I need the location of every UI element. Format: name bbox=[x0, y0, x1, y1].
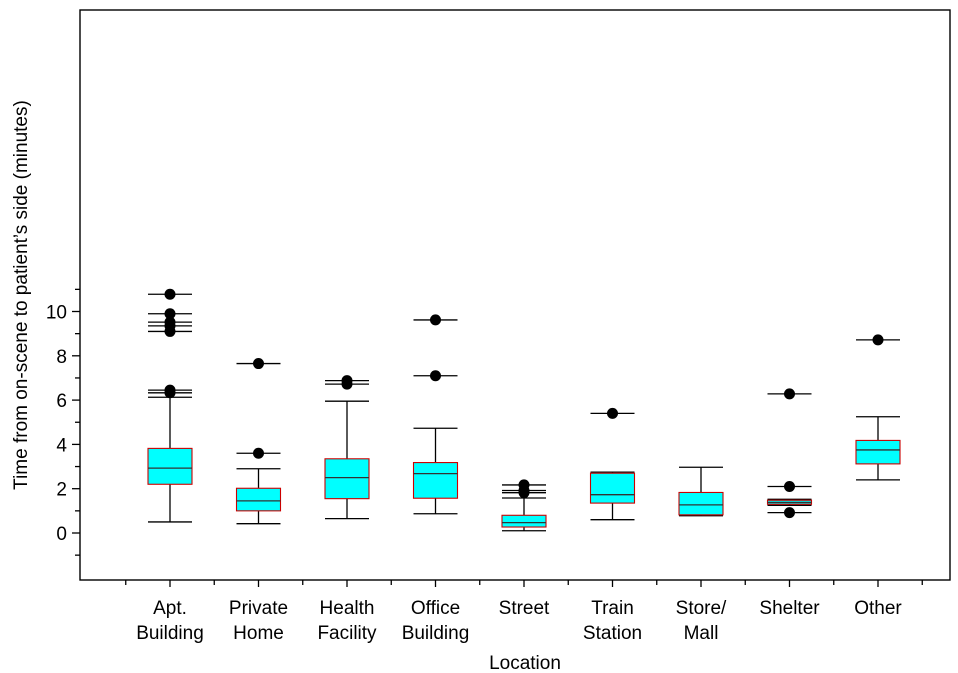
box-group bbox=[766, 388, 813, 519]
box-group bbox=[589, 407, 636, 521]
outlier-point bbox=[164, 384, 176, 396]
outlier-point bbox=[341, 375, 353, 387]
outlier-point bbox=[872, 334, 884, 346]
outlier-point bbox=[430, 370, 441, 382]
y-axis: 0 2 4 6 8 10 bbox=[46, 288, 80, 556]
box-group bbox=[235, 358, 282, 525]
outlier-point bbox=[784, 388, 795, 400]
box-group bbox=[678, 466, 724, 517]
plot-frame bbox=[79, 9, 951, 581]
box-iqr bbox=[855, 439, 901, 465]
outlier-point bbox=[164, 316, 176, 328]
box-iqr bbox=[324, 458, 370, 500]
x-tick-label: Mall bbox=[684, 623, 719, 644]
outlier-point bbox=[430, 314, 441, 326]
box-iqr bbox=[678, 491, 724, 516]
x-tick-label: Street bbox=[499, 598, 550, 619]
outlier-point bbox=[784, 507, 795, 519]
box-group bbox=[324, 375, 370, 520]
x-tick-label: Store/ bbox=[676, 598, 727, 619]
y-tick-label: 0 bbox=[56, 524, 67, 545]
x-tick-label: Other bbox=[854, 598, 902, 619]
x-tick-label: Private bbox=[229, 598, 288, 619]
outlier-point bbox=[253, 447, 264, 459]
outlier-point bbox=[253, 358, 264, 370]
box-group bbox=[855, 334, 901, 481]
x-tick-label: Shelter bbox=[759, 598, 820, 619]
x-tick-label: Home bbox=[233, 623, 284, 644]
box-iqr bbox=[501, 514, 547, 528]
box-iqr bbox=[235, 487, 282, 512]
x-tick-label: Apt. bbox=[153, 598, 187, 619]
box-group bbox=[147, 288, 193, 523]
y-tick-label: 10 bbox=[46, 303, 67, 324]
box-group bbox=[501, 479, 547, 532]
box-iqr bbox=[412, 462, 459, 499]
x-tick-label: Facility bbox=[317, 623, 377, 644]
box-iqr bbox=[589, 472, 636, 504]
x-tick-label: Building bbox=[402, 623, 470, 644]
x-tick-label: Building bbox=[136, 623, 204, 644]
y-axis-label: Time from on-scene to patient’s side (mi… bbox=[11, 100, 32, 490]
y-tick-label: 8 bbox=[56, 347, 67, 368]
y-tick-label: 4 bbox=[56, 435, 67, 456]
outlier-point bbox=[518, 479, 530, 491]
x-tick-label: Train bbox=[591, 598, 634, 619]
y-tick-label: 6 bbox=[56, 391, 67, 412]
box-iqr bbox=[147, 447, 193, 485]
outlier-point bbox=[607, 407, 618, 419]
box-group bbox=[412, 314, 459, 515]
y-tick-label: 2 bbox=[56, 480, 67, 501]
box-series bbox=[147, 288, 901, 532]
x-axis-label: Location bbox=[489, 653, 561, 673]
x-tick-label: Health bbox=[320, 598, 375, 619]
outlier-point bbox=[164, 308, 176, 320]
outlier-point bbox=[784, 480, 795, 492]
x-tick-label: Station bbox=[583, 623, 642, 644]
x-tick-label: Office bbox=[411, 598, 460, 619]
outlier-point bbox=[164, 288, 176, 300]
x-axis: Apt. Building Private Home Health Facility Off… bbox=[125, 580, 923, 644]
